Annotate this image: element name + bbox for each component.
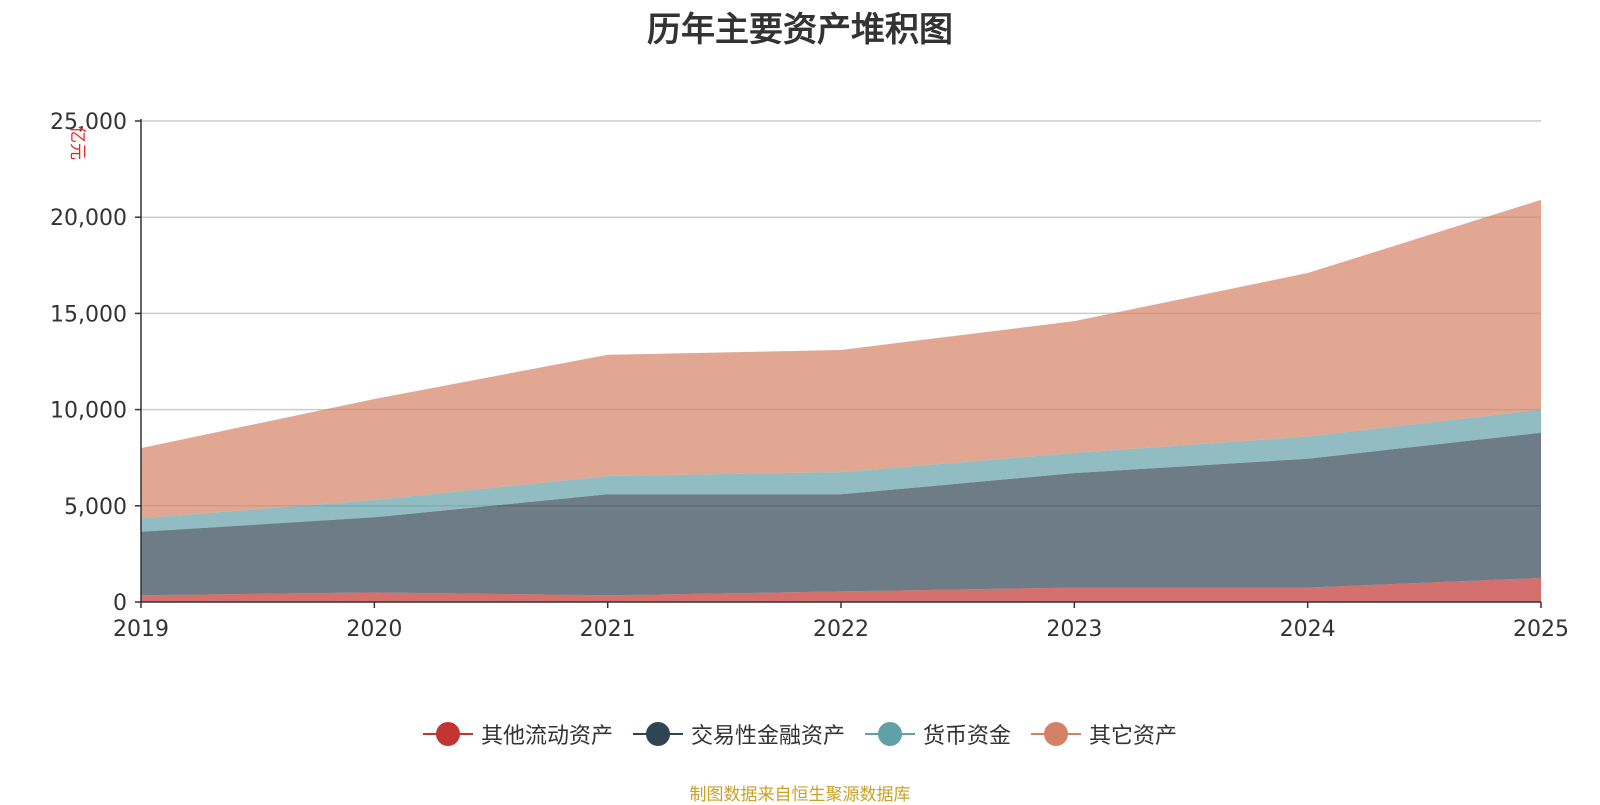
area-series: [141, 199, 1541, 519]
y-tick-label: 15,000: [50, 302, 127, 327]
area-series: [141, 409, 1541, 532]
x-tick-label: 2025: [1513, 617, 1569, 642]
legend-marker-icon: [422, 721, 473, 747]
y-tick-label: 0: [113, 591, 127, 616]
x-tick-label: 2019: [113, 617, 169, 642]
x-tick-label: 2021: [580, 617, 636, 642]
y-tick-label: 25,000: [50, 110, 127, 135]
legend-marker-icon: [865, 721, 915, 747]
legend-label: 其它资产: [1089, 724, 1178, 749]
legend-item[interactable]: 其它资产: [1031, 718, 1177, 750]
y-tick-label: 5,000: [64, 495, 127, 520]
legend-label: 货币资金: [923, 724, 1012, 749]
stacked-areas: [141, 199, 1541, 602]
x-tick-label: 2024: [1280, 617, 1336, 642]
data-source-note: 制图数据来自恒生聚源数据库: [689, 785, 911, 805]
x-tick-label: 2020: [346, 617, 402, 642]
y-tick-label: 10,000: [50, 399, 127, 424]
area-series: [141, 578, 1541, 602]
legend: 其他流动资产 交易性金融资产 货币资金 其它资产: [0, 718, 1600, 750]
legend-item[interactable]: 货币资金: [865, 718, 1011, 750]
legend-label: 交易性金融资产: [690, 724, 845, 749]
x-tick-label: 2022: [813, 617, 869, 642]
legend-marker-icon: [632, 721, 683, 747]
chart-title: 历年主要资产堆积图: [647, 10, 953, 50]
axes: 0 5,000 10,000 15,000 20,000 25,000 2019 2020 20…: [50, 110, 1569, 642]
legend-marker-icon: [1031, 721, 1082, 747]
legend-label: 其他流动资产: [480, 724, 613, 749]
legend-item[interactable]: 交易性金融资产: [632, 718, 845, 750]
y-tick-label: 20,000: [50, 206, 127, 231]
x-tick-label: 2023: [1046, 617, 1102, 642]
area-series: [141, 432, 1541, 596]
y-axis-unit-label: 亿元: [67, 126, 87, 160]
legend-item[interactable]: 其他流动资产: [422, 718, 613, 750]
